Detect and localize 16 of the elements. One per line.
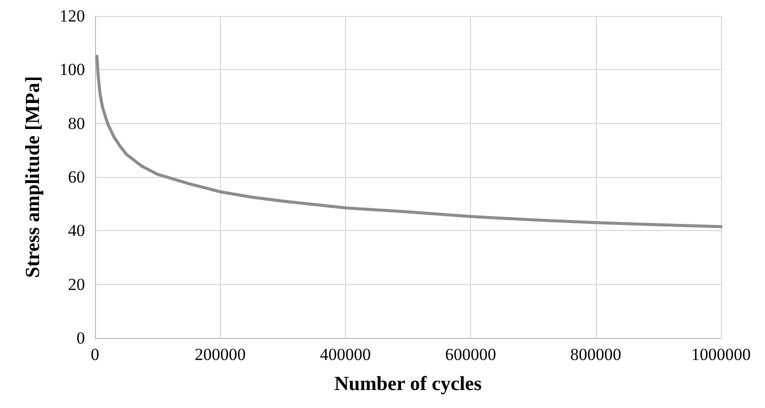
- y-tick-label: 120: [60, 6, 85, 26]
- x-tick-label: 1000000: [691, 345, 751, 364]
- x-axis-title: Number of cycles: [334, 373, 482, 395]
- x-tick-label: 400000: [320, 345, 371, 364]
- line-series: [95, 54, 722, 228]
- y-tick-label: 80: [68, 114, 85, 133]
- x-tick-label: 600000: [445, 345, 496, 364]
- x-tick-label: 0: [90, 345, 100, 364]
- y-tick-label: 60: [68, 168, 85, 186]
- y-tick-label: 100: [60, 60, 85, 80]
- x-tick-label: 200000: [194, 345, 246, 364]
- y-tick-label: 40: [68, 221, 85, 240]
- y-axis-title: Stress amplitude [MPa]: [22, 76, 44, 278]
- y-tick-label: 0: [76, 328, 85, 348]
- y-tick-label: 20: [68, 274, 85, 294]
- x-tick-label: 800000: [570, 345, 622, 364]
